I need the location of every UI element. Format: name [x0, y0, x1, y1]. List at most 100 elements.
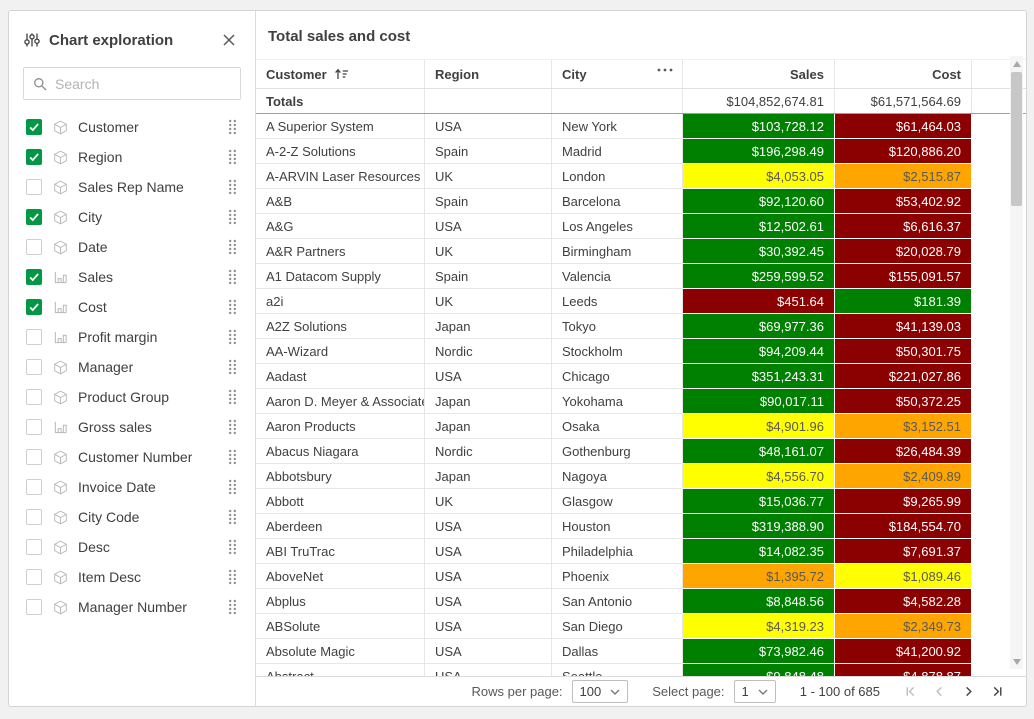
field-checkbox[interactable]	[26, 269, 42, 285]
cell-city[interactable]: Chicago	[552, 364, 683, 389]
cell-customer[interactable]: Absolute Magic	[256, 639, 425, 664]
cell-cost[interactable]: $4,878.87	[835, 664, 972, 676]
field-item[interactable]: Sales Rep Name	[9, 172, 255, 202]
drag-handle-icon[interactable]	[228, 599, 237, 615]
cell-customer[interactable]: A-2-Z Solutions	[256, 139, 425, 164]
field-item[interactable]: Region	[9, 142, 255, 172]
cell-sales[interactable]: $15,036.77	[683, 489, 835, 514]
drag-handle-icon[interactable]	[228, 419, 237, 435]
cell-cost[interactable]: $53,402.92	[835, 189, 972, 214]
field-item[interactable]: Product Group	[9, 382, 255, 412]
cell-region[interactable]: Nordic	[425, 339, 552, 364]
cell-city[interactable]: Yokohama	[552, 389, 683, 414]
column-header-city[interactable]: City	[552, 60, 683, 88]
cell-sales[interactable]: $92,120.60	[683, 189, 835, 214]
cell-customer[interactable]: A&R Partners	[256, 239, 425, 264]
column-header-customer[interactable]: Customer	[256, 60, 425, 88]
field-item[interactable]: City	[9, 202, 255, 232]
cell-customer[interactable]: Aaron D. Meyer & Associates	[256, 389, 425, 414]
cell-sales[interactable]: $4,556.70	[683, 464, 835, 489]
cell-sales[interactable]: $69,977.36	[683, 314, 835, 339]
cell-cost[interactable]: $6,616.37	[835, 214, 972, 239]
cell-region[interactable]: UK	[425, 289, 552, 314]
drag-handle-icon[interactable]	[228, 389, 237, 405]
cell-customer[interactable]: Abbott	[256, 489, 425, 514]
cell-region[interactable]: USA	[425, 564, 552, 589]
field-checkbox[interactable]	[26, 509, 42, 525]
cell-cost[interactable]: $20,028.79	[835, 239, 972, 264]
cell-customer[interactable]: AA-Wizard	[256, 339, 425, 364]
field-checkbox[interactable]	[26, 179, 42, 195]
cell-cost[interactable]: $4,582.28	[835, 589, 972, 614]
drag-handle-icon[interactable]	[228, 299, 237, 315]
cell-city[interactable]: New York	[552, 114, 683, 139]
field-checkbox[interactable]	[26, 209, 42, 225]
cell-city[interactable]: Leeds	[552, 289, 683, 314]
cell-customer[interactable]: Aaron Products	[256, 414, 425, 439]
field-checkbox[interactable]	[26, 389, 42, 405]
cell-customer[interactable]: A&B	[256, 189, 425, 214]
vertical-scrollbar[interactable]	[1010, 56, 1023, 669]
field-checkbox[interactable]	[26, 149, 42, 165]
cell-city[interactable]: Birmingham	[552, 239, 683, 264]
cell-sales[interactable]: $30,392.45	[683, 239, 835, 264]
cell-city[interactable]: Tokyo	[552, 314, 683, 339]
field-checkbox[interactable]	[26, 329, 42, 345]
field-checkbox[interactable]	[26, 449, 42, 465]
cell-city[interactable]: London	[552, 164, 683, 189]
drag-handle-icon[interactable]	[228, 269, 237, 285]
cell-cost[interactable]: $50,372.25	[835, 389, 972, 414]
field-item[interactable]: Sales	[9, 262, 255, 292]
cell-sales[interactable]: $8,848.56	[683, 589, 835, 614]
field-checkbox[interactable]	[26, 419, 42, 435]
cell-customer[interactable]: Abplus	[256, 589, 425, 614]
cell-customer[interactable]: Abbotsbury	[256, 464, 425, 489]
drag-handle-icon[interactable]	[228, 509, 237, 525]
cell-customer[interactable]: Abstract	[256, 664, 425, 676]
cell-cost[interactable]: $9,265.99	[835, 489, 972, 514]
cell-cost[interactable]: $184,554.70	[835, 514, 972, 539]
drag-handle-icon[interactable]	[228, 539, 237, 555]
field-item[interactable]: Item Desc	[9, 562, 255, 592]
field-item[interactable]: Invoice Date	[9, 472, 255, 502]
cell-region[interactable]: UK	[425, 239, 552, 264]
cell-region[interactable]: Spain	[425, 264, 552, 289]
cell-city[interactable]: Philadelphia	[552, 539, 683, 564]
field-checkbox[interactable]	[26, 299, 42, 315]
cell-sales[interactable]: $9,848.48	[683, 664, 835, 676]
prev-page-icon[interactable]	[925, 683, 954, 701]
cell-region[interactable]: USA	[425, 364, 552, 389]
cell-city[interactable]: Nagoya	[552, 464, 683, 489]
cell-city[interactable]: Glasgow	[552, 489, 683, 514]
field-item[interactable]: Customer Number	[9, 442, 255, 472]
cell-cost[interactable]: $155,091.57	[835, 264, 972, 289]
cell-cost[interactable]: $41,200.92	[835, 639, 972, 664]
cell-region[interactable]: USA	[425, 664, 552, 676]
cell-region[interactable]: USA	[425, 514, 552, 539]
cell-sales[interactable]: $319,388.90	[683, 514, 835, 539]
cell-city[interactable]: Valencia	[552, 264, 683, 289]
cell-region[interactable]: Spain	[425, 139, 552, 164]
field-item[interactable]: Desc	[9, 532, 255, 562]
field-checkbox[interactable]	[26, 239, 42, 255]
cell-customer[interactable]: Aberdeen	[256, 514, 425, 539]
field-item[interactable]: Manager Number	[9, 592, 255, 622]
cell-city[interactable]: Phoenix	[552, 564, 683, 589]
field-item[interactable]: Manager	[9, 352, 255, 382]
field-checkbox[interactable]	[26, 539, 42, 555]
field-checkbox[interactable]	[26, 479, 42, 495]
cell-customer[interactable]: ABI TruTrac	[256, 539, 425, 564]
cell-city[interactable]: Gothenburg	[552, 439, 683, 464]
cell-customer[interactable]: A&G	[256, 214, 425, 239]
cell-region[interactable]: USA	[425, 639, 552, 664]
cell-cost[interactable]: $181.39	[835, 289, 972, 314]
cell-city[interactable]: Stockholm	[552, 339, 683, 364]
cell-sales[interactable]: $4,053.05	[683, 164, 835, 189]
cell-region[interactable]: UK	[425, 489, 552, 514]
drag-handle-icon[interactable]	[228, 209, 237, 225]
cell-sales[interactable]: $4,901.96	[683, 414, 835, 439]
cell-sales[interactable]: $451.64	[683, 289, 835, 314]
cell-region[interactable]: Japan	[425, 414, 552, 439]
drag-handle-icon[interactable]	[228, 359, 237, 375]
cell-sales[interactable]: $196,298.49	[683, 139, 835, 164]
